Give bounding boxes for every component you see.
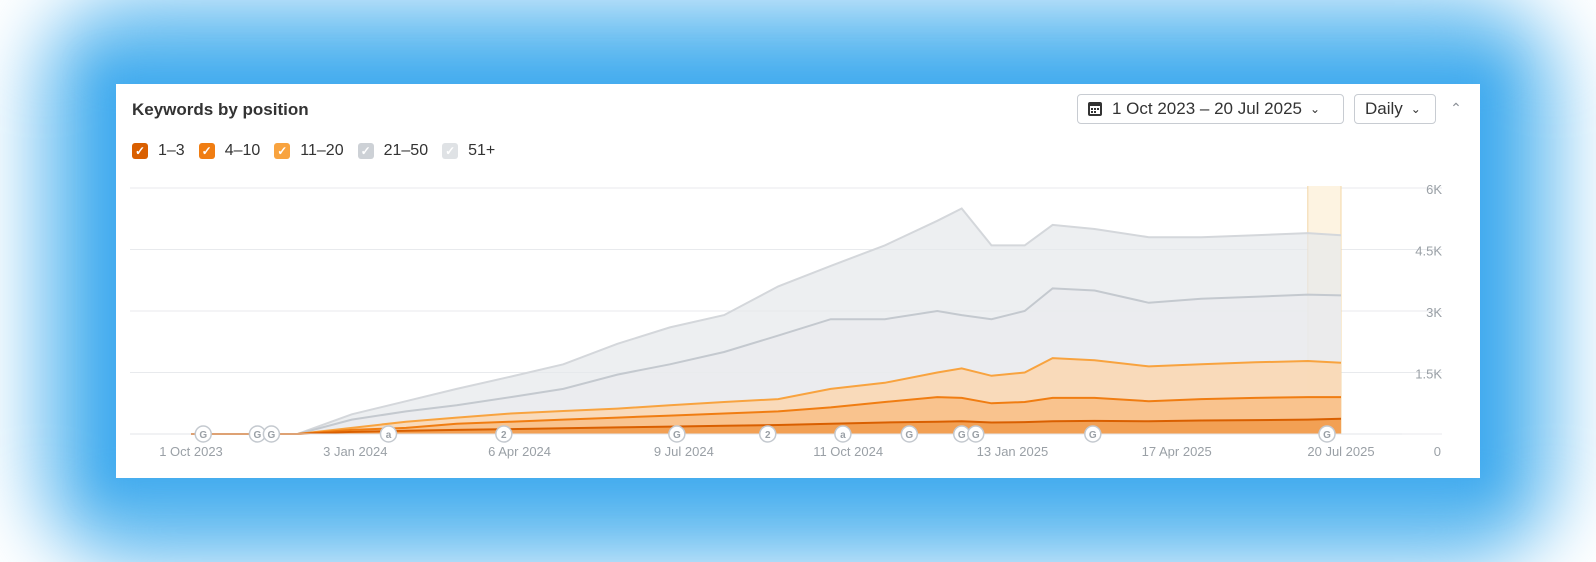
event-marker-label: G: [268, 430, 276, 441]
series-line: [191, 207, 1342, 435]
event-marker-label: G: [972, 430, 980, 441]
series-line: [191, 417, 1342, 435]
legend-label: 4–10: [224, 142, 261, 159]
collapse-icon[interactable]: ⌃: [1450, 100, 1462, 116]
chevron-down-icon: ⌄: [1309, 102, 1321, 116]
event-marker-icon: [900, 425, 919, 443]
series-line: [191, 357, 1342, 435]
y-tick-label: 0: [1434, 444, 1441, 459]
event-marker-icon: [379, 425, 398, 443]
date-range-button[interactable]: 1 Oct 2023 – 20 Jul 2025 ⌄: [1077, 94, 1344, 124]
event-marker-label: G: [1323, 430, 1331, 441]
event-marker-icon: [966, 425, 985, 443]
card-title: Keywords by position: [132, 100, 309, 119]
checkbox-icon: ✓: [442, 143, 459, 159]
checkbox-icon: ✓: [198, 143, 215, 159]
y-tick-label: 3K: [1426, 305, 1442, 320]
event-marker-label: G: [199, 430, 207, 441]
date-range-label: 1 Oct 2023 – 20 Jul 2025: [1112, 99, 1302, 118]
event-marker-icon: [1318, 425, 1336, 443]
legend-item-1-3[interactable]: ✓ 1–3: [132, 142, 185, 160]
legend-item-21-50[interactable]: ✓ 21–50: [357, 142, 429, 160]
legend-item-4-10[interactable]: ✓ 4–10: [198, 142, 261, 160]
x-tick-label: 17 Apr 2025: [1142, 444, 1212, 459]
area-chart: 0 1.5K 3K 4.5K 6K 1 Oct 2023 3 Jan 2024 6 Apr 2…: [130, 182, 1442, 459]
x-tick-label: 6 Apr 2024: [488, 444, 551, 459]
legend-label: 11–20: [300, 142, 344, 159]
event-marker-label: G: [1089, 430, 1097, 441]
granularity-button[interactable]: Daily ⌄: [1354, 94, 1436, 124]
legend-label: 1–3: [158, 142, 185, 159]
legend-label: 51+: [468, 142, 496, 159]
event-marker-label: a: [386, 430, 392, 441]
event-marker-icon: [668, 425, 686, 443]
x-tick-label: 9 Jul 2024: [654, 444, 714, 459]
event-marker-label: G: [673, 430, 681, 441]
y-tick-label: 6K: [1426, 182, 1442, 197]
legend-label: 21–50: [383, 142, 429, 159]
x-tick-label: 20 Jul 2025: [1307, 444, 1374, 459]
event-marker-icon: [262, 425, 281, 443]
event-marker-label: G: [905, 430, 913, 441]
event-marker-icon: [1084, 425, 1102, 443]
y-tick-label: 4.5K: [1415, 244, 1442, 259]
event-marker-label: 2: [501, 430, 507, 441]
event-marker-icon: [758, 425, 777, 443]
series-line: [191, 287, 1342, 435]
event-marker-label: 2: [765, 430, 771, 441]
series-line: [191, 396, 1341, 435]
event-marker-label: G: [254, 430, 262, 441]
x-tick-label: 1 Oct 2023: [159, 444, 223, 459]
keywords-by-position-card: Keywords by position 1 Oct 2023 – 20 Jul…: [116, 84, 1480, 478]
event-marker-label: G: [958, 430, 966, 441]
checkbox-icon: ✓: [274, 143, 291, 159]
event-marker-label: a: [840, 430, 846, 441]
event-marker-icon: [194, 425, 212, 443]
event-marker-icon: [495, 425, 513, 443]
checkbox-icon: ✓: [357, 143, 374, 159]
legend-item-11-20[interactable]: ✓ 11–20: [274, 142, 344, 160]
event-marker-icon: [834, 425, 852, 443]
x-tick-label: 11 Oct 2024: [813, 444, 883, 459]
granularity-label: Daily: [1365, 99, 1403, 118]
legend-item-51-plus[interactable]: ✓ 51+: [442, 142, 495, 160]
x-tick-label: 3 Jan 2024: [323, 444, 387, 459]
legend: ✓ 1–3 ✓ 4–10 ✓ 11–20 ✓ 21–50 ✓ 51+: [132, 142, 509, 160]
y-tick-label: 1.5K: [1415, 367, 1442, 382]
calendar-icon: [1088, 102, 1102, 116]
checkbox-icon: ✓: [132, 143, 148, 159]
chevron-down-icon: ⌄: [1410, 102, 1421, 116]
x-tick-label: 13 Jan 2025: [977, 444, 1049, 459]
